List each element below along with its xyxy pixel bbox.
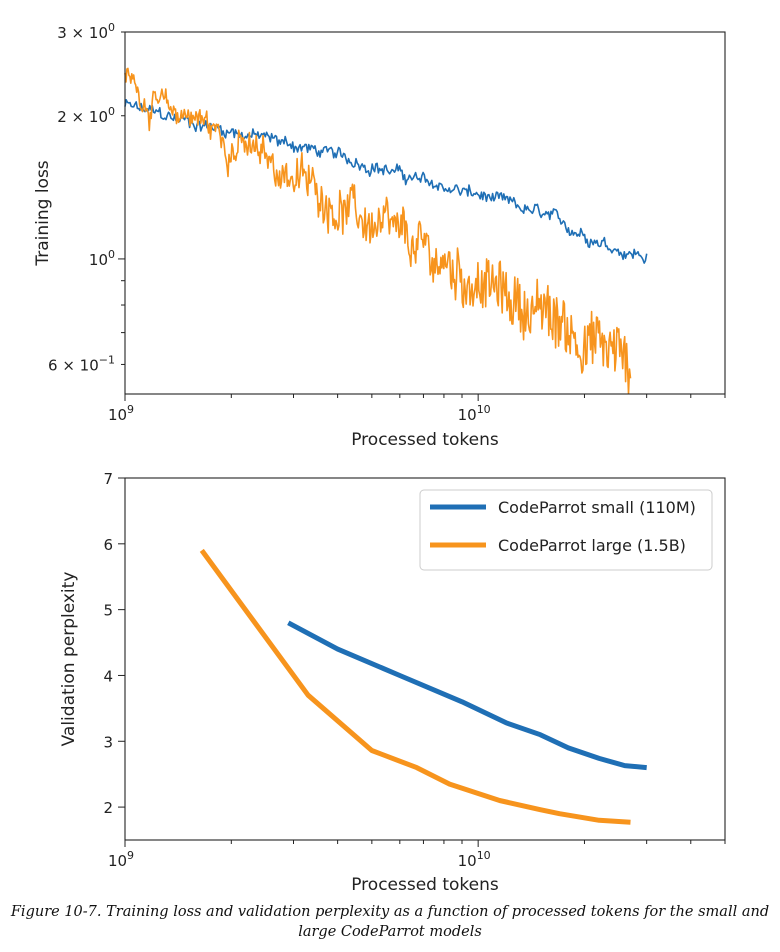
legend-box [419, 489, 713, 571]
validation-perplexity-series-group [199, 548, 647, 825]
validation-perplexity-y-tick-label: 3 [103, 733, 113, 751]
validation-perplexity-y-tick-label: 7 [103, 470, 113, 488]
training-loss-y-tick-label: 3 × 100 [57, 21, 115, 42]
validation-perplexity-y-tick-label: 6 [103, 536, 113, 554]
validation-perplexity-chart: 2 3 4 5 6 7 109 1010 Processed tokens Validatio… [59, 470, 726, 895]
training-loss-x-axis-label: Processed tokens [351, 430, 499, 450]
legend-label-large: CodeParrot large (1.5B) [498, 536, 686, 555]
validation-perplexity-y-axis-label: Validation perplexity [59, 572, 79, 747]
figure-caption: Figure 10-7. Training loss and validatio… [10, 904, 770, 940]
training-loss-ticks: 3 × 100 2 × 100 100 6 × 10−1 109 1010 [48, 21, 726, 424]
figure: 3 × 100 2 × 100 100 6 × 10−1 109 1010 Process… [33, 21, 726, 895]
validation-perplexity-plot-frame [124, 477, 726, 841]
training-loss-x-tick-label: 109 [108, 403, 134, 424]
validation-perplexity-y-tick-label: 5 [103, 602, 113, 620]
validation-perplexity-line-small [287, 620, 647, 771]
training-loss-y-tick-label: 2 × 100 [57, 105, 115, 126]
legend-label-small: CodeParrot small (110M) [498, 498, 696, 517]
validation-perplexity-ticks: 2 3 4 5 6 7 109 1010 [103, 470, 726, 870]
validation-perplexity-line-large [199, 548, 631, 825]
training-loss-chart: 3 × 100 2 × 100 100 6 × 10−1 109 1010 Process… [33, 21, 726, 450]
validation-perplexity-y-tick-label: 4 [103, 667, 113, 685]
training-loss-line-large [124, 67, 632, 395]
training-loss-plot-frame [124, 31, 726, 395]
validation-perplexity-x-tick-label: 1010 [458, 849, 491, 870]
validation-perplexity-x-axis-label: Processed tokens [351, 875, 499, 895]
training-loss-series-group [124, 67, 648, 395]
training-loss-x-tick-label: 1010 [458, 403, 491, 424]
training-loss-y-tick-label: 100 [89, 248, 115, 269]
validation-perplexity-x-tick-label: 109 [108, 849, 134, 870]
legend: CodeParrot small (110M) CodeParrot large… [419, 489, 713, 571]
training-loss-y-axis-label: Training loss [33, 160, 53, 266]
training-loss-y-tick-label: 6 × 10−1 [48, 353, 115, 374]
validation-perplexity-y-tick-label: 2 [103, 799, 113, 817]
